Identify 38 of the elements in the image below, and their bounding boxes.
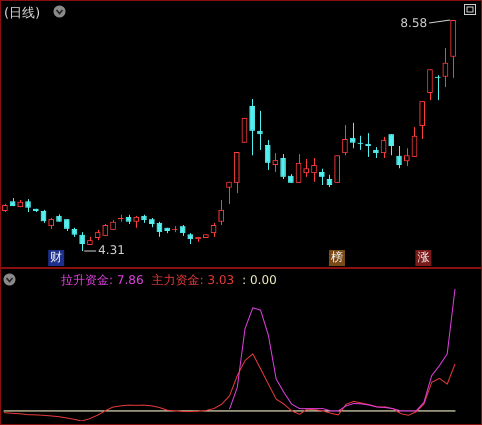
candlestick (380, 136, 386, 158)
candlestick (427, 68, 433, 101)
candlestick (404, 148, 410, 167)
candlestick (304, 158, 310, 178)
candlestick (126, 214, 132, 224)
candlestick (311, 157, 317, 182)
candlestick (25, 198, 31, 213)
candlestick (133, 215, 140, 228)
candlestick (318, 168, 325, 186)
annotation: 财 (50, 250, 62, 264)
chart-title: (日线) (4, 5, 40, 22)
candlestick (180, 224, 186, 236)
candlestick (218, 200, 224, 226)
candlestick (188, 232, 194, 244)
candlestick (296, 154, 302, 184)
annotation: 8.58 (400, 16, 428, 30)
candlestick (419, 100, 426, 140)
candlestick (412, 126, 418, 158)
text: : 0.00 (242, 273, 277, 287)
candlestick (226, 181, 232, 204)
annotation: 榜 (331, 250, 343, 264)
candlestick (342, 124, 348, 156)
candlestick (156, 221, 162, 238)
candlestick (280, 154, 286, 180)
annotation: 涨 (417, 250, 430, 264)
annotation: 4.31 (98, 243, 125, 258)
text: 主力资金: 3.03 (152, 273, 234, 287)
text: 拉升资金: 7.86 (61, 273, 144, 287)
candlestick (396, 146, 402, 169)
candlestick (272, 152, 278, 173)
candlestick (264, 140, 270, 170)
candlestick (249, 98, 255, 156)
candlestick (350, 122, 356, 149)
candlestick (442, 48, 448, 88)
candlestick (40, 209, 46, 224)
candlestick (388, 134, 394, 156)
candlestick (72, 227, 78, 238)
candlestick (326, 174, 332, 188)
